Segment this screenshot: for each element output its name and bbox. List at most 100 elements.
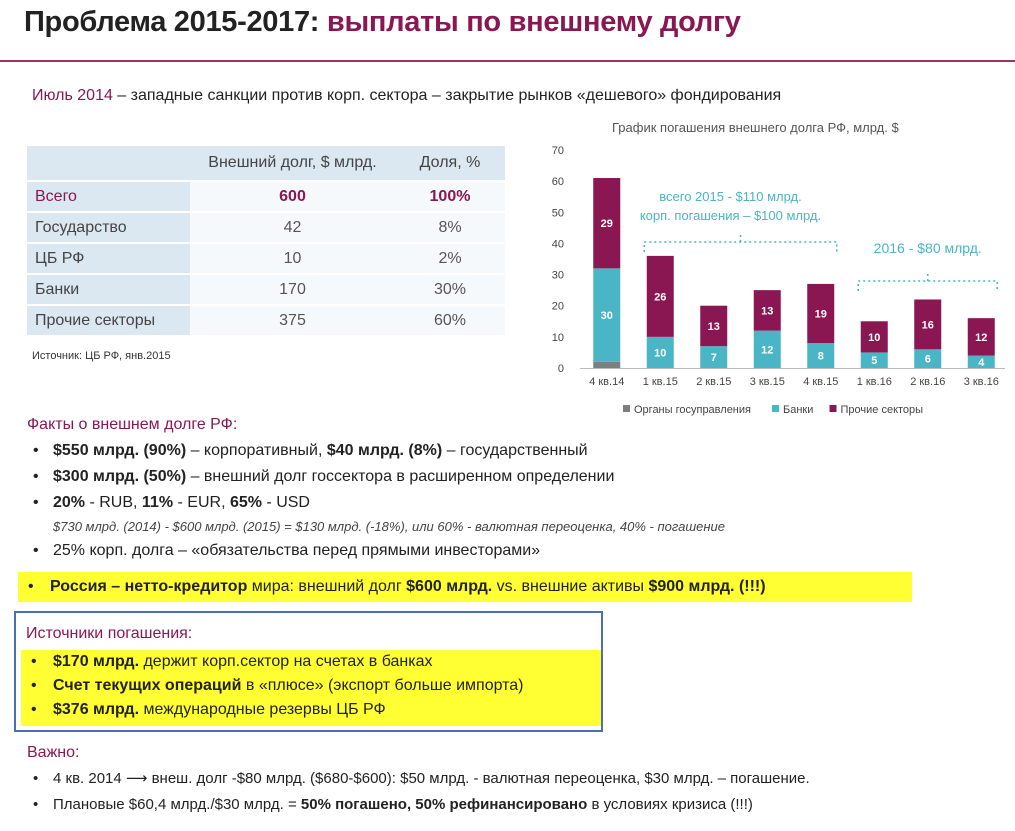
data-label: 12 (975, 332, 987, 344)
fact-text: - RUB, (85, 494, 142, 511)
fact-bold: 11% (141, 494, 174, 511)
fact-text: – внешний долг госсектора в расширенном … (186, 468, 615, 485)
bar-segment (967, 318, 995, 356)
source-text: держит корп.сектор на счетах в банках (139, 653, 433, 670)
fact-item: $550 млрд. (90%) – корпоративный, $40 мл… (27, 438, 987, 464)
page-title: Проблема 2015-2017: выплаты по внешнему … (24, 6, 741, 39)
data-label: 19 (815, 309, 827, 321)
annotation-bracket (857, 273, 999, 291)
row-name: ЦБ РФ (27, 244, 190, 273)
table-row: ЦБ РФ 10 2% (27, 244, 505, 273)
data-label: 26 (654, 291, 666, 303)
fact-text: vs. внешние активы (492, 578, 649, 595)
fact-text: – корпоративный, (186, 442, 327, 459)
sources-heading: Источники погашения: (26, 625, 193, 642)
subtitle: Июль 2014 – западные санкции против корп… (32, 87, 781, 105)
debt-table: Внешний долг, $ млрд. Доля, % Всего 600 … (27, 144, 505, 337)
row-share: 60% (395, 306, 505, 335)
fact-bold: $600 млрд. (406, 578, 493, 595)
bar-segment (646, 255, 674, 337)
y-tick-label: 70 (552, 145, 564, 157)
header-cell-empty (27, 146, 190, 180)
important-text: в условиях кризиса (!!!) (587, 796, 753, 813)
important-item: 4 кв. 2014 ⟶ внеш. долг -$80 млрд. ($680… (27, 766, 987, 792)
table-row: Государство 42 8% (27, 213, 505, 242)
x-tick-label: 2 кв.16 (910, 376, 945, 388)
annotation-text: корп. погашения – $100 млрд. (640, 208, 821, 223)
row-share: 100% (395, 182, 505, 211)
data-label: 6 (925, 354, 931, 366)
bar-segment (860, 321, 888, 353)
row-debt: 170 (190, 275, 395, 304)
fact-text: – государственный (442, 442, 588, 459)
title-colored: выплаты по внешнему долгу (326, 6, 741, 38)
bar-segment (593, 361, 621, 368)
bar-segment (593, 178, 621, 269)
x-tick-label: 1 кв.15 (643, 376, 678, 388)
legend-label: Органы госуправления (634, 404, 751, 416)
x-tick-label: 2 кв.15 (696, 376, 731, 388)
y-tick-label: 50 (552, 207, 564, 219)
fact-bold: $550 млрд. (90%) (53, 442, 187, 459)
data-label: 10 (654, 347, 666, 359)
bar-segment (753, 330, 781, 368)
table-source: Источник: ЦБ РФ, янв.2015 (32, 350, 171, 362)
important-text: Плановые $60,4 млрд./$30 млрд. = (53, 796, 301, 813)
highlighted-fact: Россия – нетто-кредитор мира: внешний до… (18, 572, 912, 602)
bar-segment (967, 355, 995, 368)
fact-bold: 65% (229, 494, 262, 511)
y-tick-label: 20 (552, 301, 564, 313)
annotation-text: 2016 - $80 млрд. (874, 240, 982, 256)
fact-item: Россия – нетто-кредитор мира: внешний до… (18, 572, 912, 602)
x-tick-label: 4 кв.15 (803, 376, 838, 388)
fact-text: мира: внешний долг (247, 578, 407, 595)
bar-segment (807, 343, 835, 368)
source-bold: $170 млрд. (53, 653, 140, 670)
row-debt: 10 (190, 244, 395, 273)
source-bold: Счет текущих операций (53, 677, 242, 694)
title-black: Проблема 2015-2017: (24, 6, 320, 38)
sources-list: $170 млрд. держит корп.сектор на счетах … (21, 650, 601, 726)
fact-bold: $40 млрд. (8%) (326, 442, 443, 459)
fact-item: 25% корп. долга – «обязательства перед п… (27, 538, 987, 564)
header-cell-share: Доля, % (395, 146, 505, 180)
row-name: Всего (27, 182, 190, 211)
row-share: 30% (395, 275, 505, 304)
y-tick-label: 10 (552, 332, 564, 344)
source-bold: $376 млрд. (53, 701, 140, 718)
important-bold: 50% погашено, 50% рефинансировано (300, 796, 588, 813)
row-debt: 375 (190, 306, 395, 335)
data-label: 12 (761, 344, 773, 356)
data-label: 29 (601, 218, 613, 230)
bar-segment (914, 299, 942, 350)
row-name: Банки (27, 275, 190, 304)
x-tick-label: 3 кв.15 (750, 376, 785, 388)
important-item: Плановые $60,4 млрд./$30 млрд. = 50% пог… (27, 792, 987, 818)
bar-segment (753, 290, 781, 331)
data-label: 13 (708, 321, 720, 333)
y-tick-label: 60 (552, 176, 564, 188)
source-item: $170 млрд. держит корп.сектор на счетах … (21, 650, 601, 674)
x-tick-label: 1 кв.16 (857, 376, 892, 388)
legend-swatch (772, 405, 779, 412)
repayment-chart: 0 10 20 30 40 50 60 70 30 29 4 кв.14 10 26 1 кв.15 7 13… (552, 145, 1005, 416)
x-tick-label: 4 кв.14 (589, 376, 624, 388)
facts-section: Факты о внешнем долге РФ: $550 млрд. (90… (27, 416, 987, 564)
fact-text: - EUR, (173, 494, 230, 511)
data-label: 8 (818, 351, 824, 363)
fact-bold: $300 млрд. (50%) (53, 468, 187, 485)
table-row: Всего 600 100% (27, 182, 505, 211)
fact-note: $730 млрд. (2014) - $600 млрд. (2015) = … (53, 519, 726, 534)
subtitle-text: – западные санкции против корп. сектора … (112, 87, 782, 104)
source-text: в «плюсе» (экспорт больше импорта) (241, 677, 524, 694)
legend-swatch (829, 405, 837, 412)
data-label: 7 (711, 352, 717, 364)
bar-segment (860, 352, 888, 368)
legend-label: Прочие секторы (841, 404, 924, 416)
legend-swatch (623, 405, 630, 412)
bar-segment (646, 336, 674, 368)
source-text: международные резервы ЦБ РФ (139, 701, 386, 718)
bar-segment (700, 346, 728, 368)
x-tick-label: 3 кв.16 (964, 376, 999, 388)
data-label: 4 (978, 357, 985, 369)
